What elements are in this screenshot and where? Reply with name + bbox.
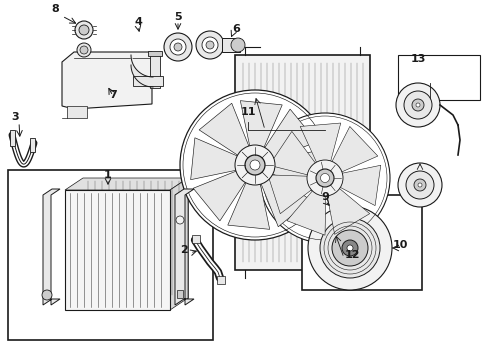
Circle shape	[206, 41, 214, 49]
Circle shape	[196, 31, 224, 59]
Bar	[150, 53, 160, 88]
Polygon shape	[333, 165, 381, 206]
Circle shape	[170, 39, 186, 55]
Polygon shape	[240, 101, 282, 156]
Text: 8: 8	[51, 4, 59, 14]
Text: 5: 5	[174, 12, 182, 22]
Polygon shape	[65, 178, 188, 190]
Circle shape	[235, 145, 275, 185]
Bar	[217, 276, 225, 284]
Bar	[65, 190, 170, 310]
Polygon shape	[83, 178, 188, 298]
Circle shape	[308, 206, 392, 290]
Polygon shape	[199, 103, 252, 160]
Polygon shape	[43, 189, 60, 305]
Polygon shape	[265, 150, 319, 192]
Circle shape	[80, 46, 88, 54]
Circle shape	[398, 163, 442, 207]
Bar	[30, 138, 35, 152]
Polygon shape	[175, 189, 194, 305]
Bar	[8, 170, 213, 340]
Circle shape	[414, 179, 426, 191]
Circle shape	[250, 160, 260, 170]
Bar	[192, 235, 200, 243]
Circle shape	[320, 218, 380, 278]
Circle shape	[416, 103, 420, 107]
Text: 10: 10	[393, 240, 408, 250]
Circle shape	[332, 230, 368, 266]
Polygon shape	[269, 131, 320, 177]
Text: 12: 12	[345, 250, 361, 260]
Circle shape	[79, 25, 89, 35]
Bar	[177, 290, 183, 298]
Bar	[222, 38, 240, 52]
Circle shape	[202, 37, 218, 53]
Text: 9: 9	[321, 192, 329, 202]
Bar	[10, 130, 15, 146]
Polygon shape	[193, 168, 250, 221]
Circle shape	[396, 83, 440, 127]
Circle shape	[180, 90, 330, 240]
Circle shape	[347, 245, 353, 251]
Polygon shape	[300, 123, 341, 170]
Text: 6: 6	[232, 24, 240, 34]
Polygon shape	[328, 126, 378, 175]
Text: 4: 4	[134, 17, 142, 27]
Bar	[302, 195, 422, 290]
Polygon shape	[67, 106, 87, 118]
Polygon shape	[170, 178, 188, 310]
Bar	[398, 55, 480, 100]
Polygon shape	[258, 170, 311, 227]
Text: 2: 2	[180, 245, 188, 255]
Bar	[235, 55, 370, 270]
Text: 3: 3	[11, 112, 19, 122]
Polygon shape	[191, 138, 245, 180]
Circle shape	[176, 216, 184, 224]
Circle shape	[406, 171, 434, 199]
Text: 13: 13	[410, 54, 426, 64]
Circle shape	[342, 240, 358, 256]
Circle shape	[316, 169, 334, 187]
Circle shape	[260, 113, 390, 243]
Text: 1: 1	[104, 170, 112, 180]
Circle shape	[307, 160, 343, 196]
Text: 11: 11	[240, 107, 256, 117]
Circle shape	[418, 183, 422, 187]
Polygon shape	[326, 183, 370, 234]
Polygon shape	[228, 175, 270, 229]
Circle shape	[77, 43, 91, 57]
Text: 7: 7	[109, 90, 117, 100]
Circle shape	[75, 21, 93, 39]
Circle shape	[412, 99, 424, 111]
Circle shape	[231, 38, 245, 52]
Bar	[133, 76, 163, 86]
Circle shape	[174, 43, 182, 51]
Bar	[148, 51, 162, 56]
Polygon shape	[287, 185, 326, 235]
Polygon shape	[260, 109, 317, 162]
Circle shape	[42, 290, 52, 300]
Circle shape	[320, 174, 329, 183]
Polygon shape	[268, 175, 318, 214]
Circle shape	[245, 155, 265, 175]
Polygon shape	[62, 52, 152, 109]
Circle shape	[404, 91, 432, 119]
Circle shape	[164, 33, 192, 61]
